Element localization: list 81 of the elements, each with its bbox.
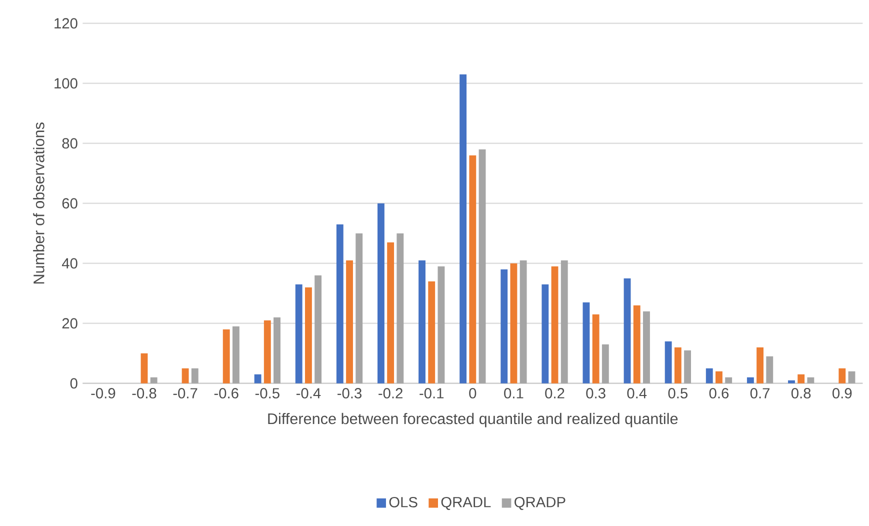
y-tick-label: 120 (54, 18, 78, 29)
bar (592, 314, 600, 384)
bar (469, 155, 476, 384)
bar (232, 326, 240, 384)
x-tick-label: 0.6 (709, 388, 729, 398)
bar (798, 374, 805, 384)
x-tick-label: -0.8 (132, 388, 156, 398)
x-tick-label: -0.9 (91, 388, 116, 398)
bar (396, 233, 404, 384)
bar (746, 377, 754, 384)
y-tick-label: 100 (54, 78, 78, 89)
bar (264, 320, 271, 384)
x-tick-label: 0 (469, 388, 476, 398)
bar (510, 263, 518, 384)
bar (551, 266, 558, 384)
bar (254, 374, 262, 384)
x-tick-label: -0.1 (420, 388, 444, 398)
bar (418, 260, 426, 384)
bar (304, 287, 312, 384)
bar (624, 278, 631, 384)
y-tick-label: 60 (62, 198, 78, 209)
x-tick-label: 0.5 (668, 388, 688, 398)
y-tick-label: 0 (70, 378, 78, 389)
bar (377, 203, 384, 384)
bar (582, 302, 590, 384)
bar (346, 260, 353, 384)
bar (766, 356, 774, 384)
bar (140, 353, 148, 384)
bar (478, 149, 486, 384)
bar (182, 368, 189, 384)
x-tick-label: -0.6 (214, 388, 238, 398)
bar (460, 74, 467, 384)
bar (725, 377, 732, 384)
bar (191, 368, 198, 384)
legend-label: QRADP (514, 496, 566, 510)
bar (295, 284, 302, 384)
bar (387, 242, 394, 384)
bar (560, 260, 568, 384)
bar (428, 281, 436, 384)
y-tick-label: 40 (62, 258, 78, 269)
bar (716, 371, 722, 384)
bar (150, 377, 158, 384)
bar (542, 284, 549, 384)
x-tick-label: 0.8 (791, 388, 811, 398)
bar (756, 347, 764, 384)
bar (684, 350, 691, 384)
x-tick-label: 0.9 (832, 388, 852, 398)
y-tick-label: 80 (62, 138, 78, 149)
x-tick-label: 0.2 (545, 388, 564, 398)
bar (356, 233, 363, 384)
x-tick-label: 0.4 (627, 388, 647, 398)
x-tick-label: -0.3 (338, 388, 362, 398)
x-tick-label: 0.7 (750, 388, 770, 398)
bar (336, 224, 344, 384)
bar (500, 269, 508, 384)
bar (438, 266, 445, 384)
bar (807, 377, 814, 384)
x-tick-label: -0.2 (378, 388, 402, 398)
legend-label: OLS (389, 496, 418, 508)
bar (602, 344, 609, 384)
x-axis-title: Difference between forecasted quantile and realized quantile (268, 412, 678, 428)
bar (706, 368, 713, 384)
bar (788, 380, 795, 384)
bar (222, 329, 230, 384)
bar (848, 371, 856, 384)
x-tick-label: 0.1 (504, 388, 524, 398)
bar (674, 347, 682, 384)
y-tick-label: 20 (62, 318, 78, 329)
bar (643, 311, 650, 384)
bar (520, 260, 527, 384)
bar (664, 341, 672, 384)
legend-label: QRADL (441, 496, 491, 510)
bar (633, 305, 640, 384)
y-axis-title: Number of observations (33, 122, 44, 284)
x-tick-label: -0.7 (173, 388, 198, 398)
bar (838, 368, 846, 384)
bar (314, 275, 322, 384)
x-tick-label: 0.3 (586, 388, 606, 398)
bar (274, 317, 280, 384)
x-tick-label: -0.5 (255, 388, 280, 398)
x-tick-label: -0.4 (296, 388, 321, 398)
